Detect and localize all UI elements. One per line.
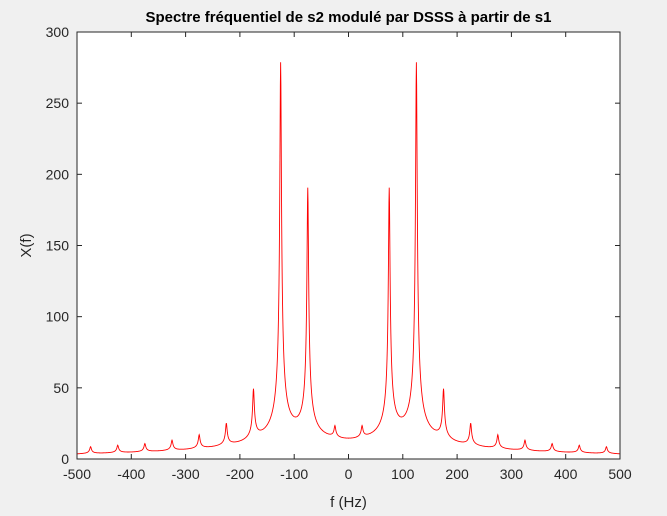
plot-area xyxy=(77,32,620,459)
y-tick-label: 200 xyxy=(46,166,70,182)
x-tick-label: -500 xyxy=(63,466,91,482)
y-tick-label: 0 xyxy=(61,451,69,467)
series-layer xyxy=(76,62,621,455)
x-axis-label: f (Hz) xyxy=(330,494,367,511)
y-tick-label: 150 xyxy=(46,238,70,254)
x-tick-label: 400 xyxy=(554,466,578,482)
y-axis: 0 50 100 150 200 250 300 xyxy=(46,24,620,467)
x-tick-label: 200 xyxy=(445,466,469,482)
x-tick-label: 500 xyxy=(608,466,632,482)
spectrum-line xyxy=(76,62,621,455)
x-tick-label: 100 xyxy=(391,466,415,482)
x-tick-label: -100 xyxy=(280,466,308,482)
plot-box xyxy=(76,31,621,460)
x-tick-label: -400 xyxy=(117,466,145,482)
y-tick-label: 100 xyxy=(46,309,70,325)
y-axis-label: X(f) xyxy=(18,233,35,257)
y-tick-label: 250 xyxy=(46,95,70,111)
x-tick-label: 300 xyxy=(500,466,524,482)
x-tick-label: 0 xyxy=(345,466,353,482)
x-tick-label: -200 xyxy=(226,466,254,482)
y-tick-label: 300 xyxy=(46,24,70,40)
y-tick-label: 50 xyxy=(53,380,69,396)
x-axis: -500 -400 -300 -200 -100 0 100 200 300 400 500 xyxy=(63,32,632,482)
x-tick-label: -300 xyxy=(172,466,200,482)
chart-title: Spectre fréquentiel de s2 modulé par DSS… xyxy=(146,9,552,26)
